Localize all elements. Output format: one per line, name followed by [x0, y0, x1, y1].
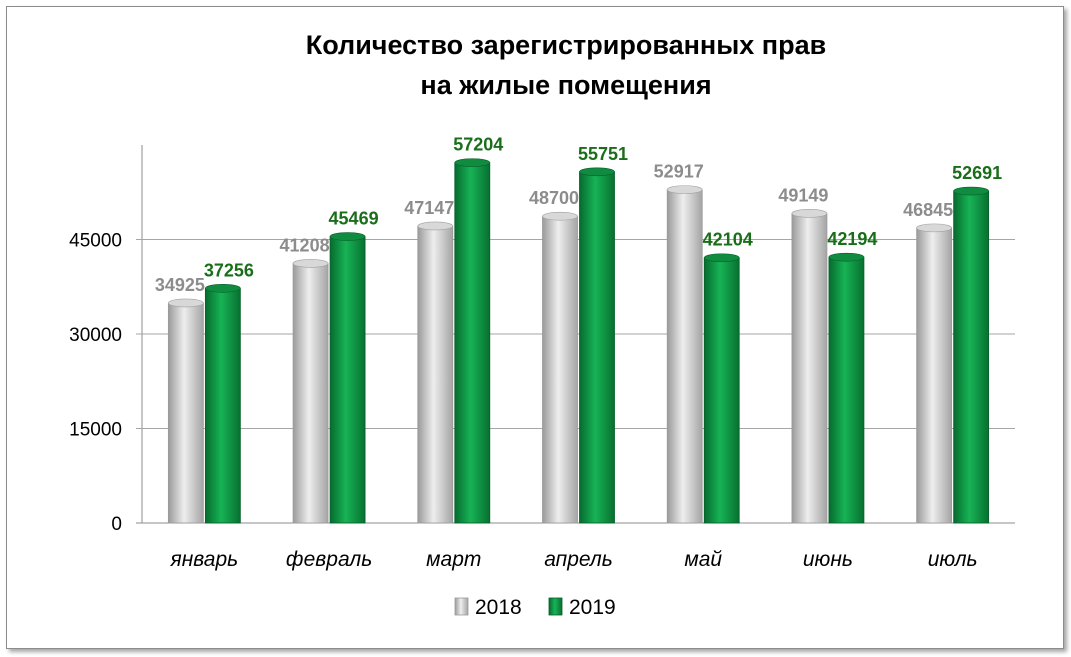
bar-2018: [292, 259, 329, 524]
bar-2018: [666, 185, 703, 524]
bar-2019: [828, 252, 865, 524]
legend-label: 2018: [475, 596, 522, 619]
chart-title-line-1: Количество зарегистрированных прав: [306, 30, 826, 60]
legend-swatch: [454, 597, 469, 616]
chart-title-line-2: на жилые помещения: [420, 70, 711, 100]
x-tick-label: апрель: [544, 548, 613, 571]
bar-2019: [454, 158, 491, 524]
bar-2018: [791, 209, 828, 524]
data-label-2019: 42194: [827, 229, 877, 249]
data-label-2018: 49149: [778, 185, 828, 205]
data-label-2018: 52917: [654, 162, 704, 182]
data-label-2018: 48700: [529, 188, 579, 208]
bar-2019: [204, 283, 241, 524]
data-label-2019: 57204: [453, 135, 503, 155]
data-label-2019: 45469: [329, 209, 379, 229]
x-tick-label: июль: [928, 548, 978, 571]
legend-item-2019: 2019: [548, 596, 616, 619]
x-tick-label: май: [684, 548, 722, 571]
bar-2019: [953, 186, 990, 524]
data-label-2018: 34925: [155, 275, 205, 295]
data-label-2019: 42104: [703, 230, 753, 250]
data-label-2019: 55751: [578, 144, 628, 164]
y-tick-label: 45000: [69, 231, 122, 252]
bar-2019: [703, 253, 740, 524]
x-tick-label: июнь: [803, 548, 853, 571]
data-label-2018: 47147: [404, 198, 454, 218]
data-label-2018: 41208: [280, 235, 330, 255]
bar-2018: [167, 298, 204, 524]
legend-swatch: [548, 597, 563, 616]
y-tick-label: 30000: [69, 325, 122, 346]
legend-item-2018: 2018: [454, 596, 522, 619]
bar-2018: [417, 221, 454, 524]
data-label-2019: 52691: [952, 163, 1002, 183]
bar-2019: [329, 232, 366, 524]
x-tick-label: февраль: [286, 548, 372, 571]
bar-2018: [542, 211, 578, 524]
y-tick-label: 15000: [69, 420, 122, 441]
data-label-2018: 46845: [903, 200, 953, 220]
x-tick-label: март: [426, 548, 481, 571]
x-tick-label: январь: [170, 548, 239, 571]
data-label-2019: 37256: [204, 260, 254, 280]
bar-2019: [579, 167, 615, 524]
bar-2018: [916, 223, 953, 524]
legend-label: 2019: [569, 596, 616, 619]
y-tick-label: 0: [111, 514, 122, 535]
